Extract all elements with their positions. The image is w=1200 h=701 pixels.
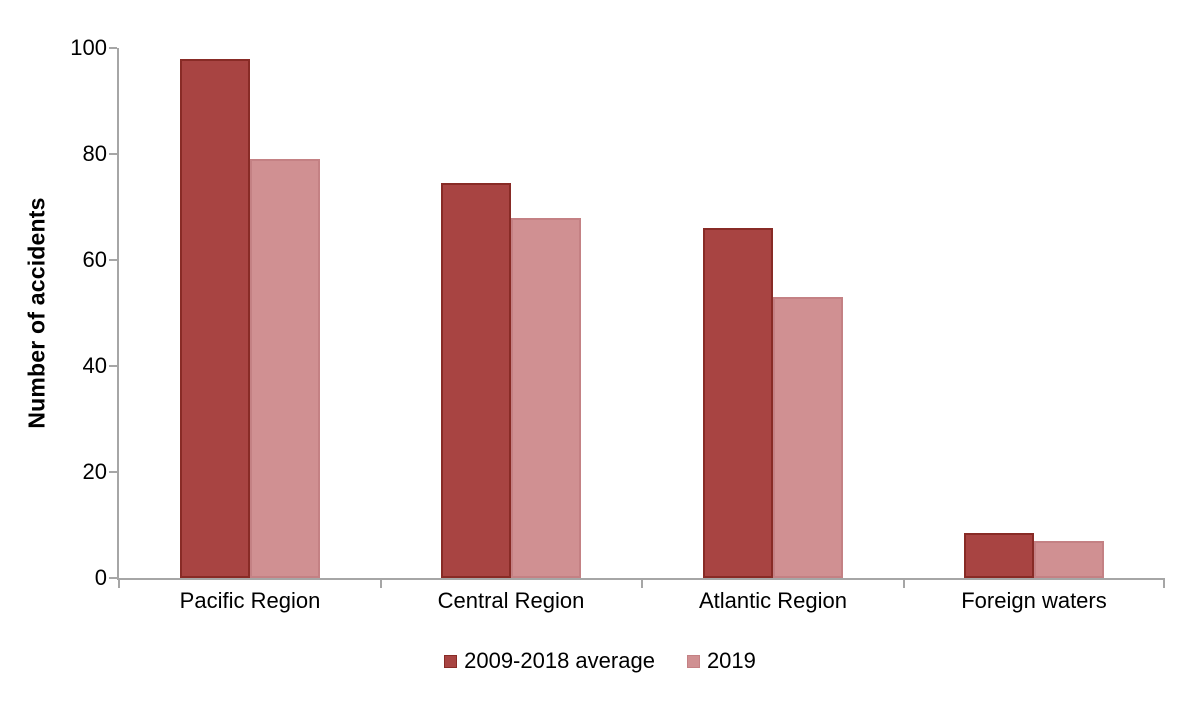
legend-label: 2019 <box>706 648 756 673</box>
category-label: Central Region <box>437 588 585 613</box>
plot-area: 0 20 40 60 80 100 Pacific Region Central Region… <box>70 35 1165 613</box>
bar-average <box>441 183 511 578</box>
y-axis-tick-label: 40 <box>82 353 107 378</box>
category-label: Atlantic Region <box>699 588 847 613</box>
y-axis-tick-label: 80 <box>82 141 107 166</box>
y-axis-tick-label: 20 <box>82 459 107 484</box>
bar-2019 <box>250 159 320 578</box>
bar-average <box>703 228 773 578</box>
y-axis-tick <box>109 471 117 473</box>
legend-swatch <box>444 654 458 668</box>
x-axis-tick <box>1163 580 1165 588</box>
legend-label: 2009-2018 average <box>464 648 655 673</box>
y-axis-tick <box>109 577 117 579</box>
bar-average <box>180 59 250 578</box>
x-axis-tick <box>380 580 382 588</box>
y-axis-tick <box>109 365 117 367</box>
x-axis-tick <box>641 580 643 588</box>
x-axis-tick <box>903 580 905 588</box>
category-label: Pacific Region <box>179 588 321 613</box>
legend-item: 2009-2018 average <box>444 648 655 674</box>
bar-2019 <box>1034 541 1104 578</box>
category-label: Foreign waters <box>961 588 1107 613</box>
legend-item: 2019 <box>686 648 756 674</box>
y-axis-tick-label: 100 <box>70 35 107 60</box>
y-axis-tick-label: 0 <box>94 565 107 590</box>
x-axis-tick <box>118 580 120 588</box>
legend-swatch <box>686 654 700 668</box>
y-axis-title: Number of accidents <box>23 197 50 429</box>
y-axis-tick <box>109 47 117 49</box>
y-axis-tick <box>109 153 117 155</box>
y-axis-tick-label: 60 <box>82 247 107 272</box>
legend: 2009-2018 average 2019 <box>0 648 1200 674</box>
bar-2019 <box>773 297 843 578</box>
bar-2019 <box>511 218 581 578</box>
y-axis-tick <box>109 259 117 261</box>
bar-average <box>964 533 1034 578</box>
